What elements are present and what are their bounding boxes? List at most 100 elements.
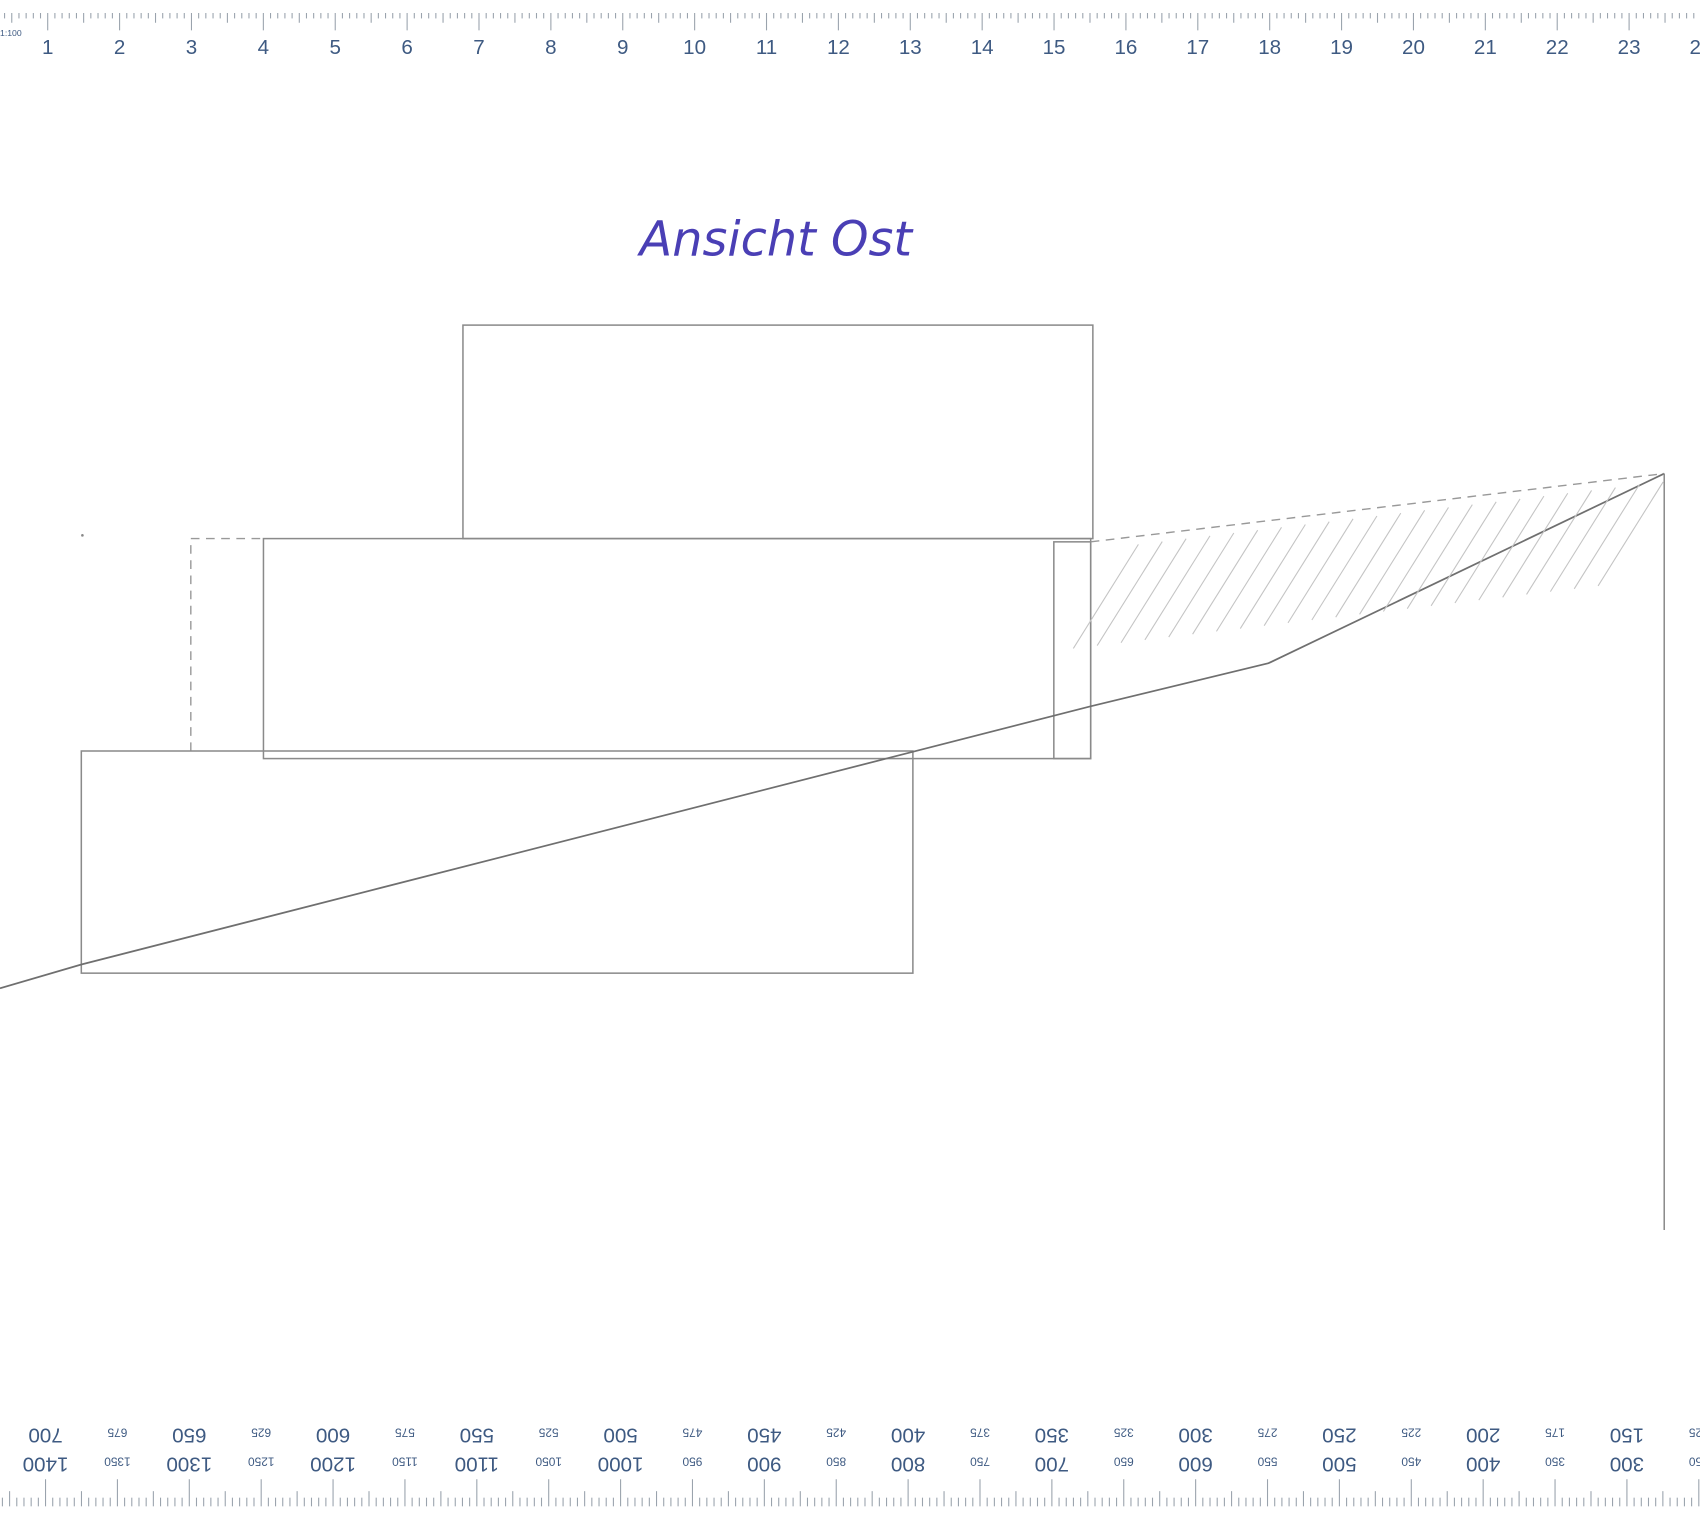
bottom-ruler-label-lower: 1100: [455, 1453, 499, 1476]
bottom-ruler-label-lower: 1350: [104, 1455, 131, 1469]
bottom-ruler-label-upper: 525: [538, 1425, 558, 1439]
top-ruler-label: 4: [258, 36, 269, 59]
bottom-ruler-label-upper: 325: [1113, 1425, 1133, 1439]
bottom-ruler-label-upper: 600: [316, 1423, 350, 1446]
bottom-ruler-label-upper: 450: [747, 1423, 781, 1446]
bottom-ruler-label-upper: 125: [1688, 1425, 1700, 1439]
bottom-ruler-label-upper: 375: [970, 1425, 990, 1439]
scale-label: 1:100: [0, 28, 22, 38]
hatch-stroke: [1311, 515, 1378, 621]
top-ruler-label: 3: [186, 36, 197, 59]
bottom-ruler-label-upper: 200: [1466, 1423, 1500, 1446]
bottom-ruler-label-lower: 500: [1322, 1453, 1356, 1476]
hatch-stroke: [1215, 527, 1282, 632]
bottom-ruler-label-lower: 650: [1113, 1455, 1133, 1469]
bottom-ruler-label-upper: 350: [1035, 1423, 1069, 1446]
elevation-drawing: [0, 324, 1665, 1230]
terrain-line: [0, 472, 1665, 990]
hatch-stroke: [1263, 521, 1330, 626]
top-ruler-label: 13: [899, 36, 922, 59]
bottom-ruler-label-upper: 625: [251, 1425, 271, 1439]
hatch-stroke: [1168, 532, 1235, 638]
bottom-ruler-label-lower: 900: [747, 1453, 781, 1476]
hatch-stroke: [1573, 484, 1640, 590]
top-ruler-label: 16: [1114, 36, 1137, 59]
bottom-ruler-label-lower: 950: [682, 1455, 702, 1469]
dashed-extension: [190, 537, 264, 751]
bottom-ruler-label-upper: 400: [891, 1423, 925, 1446]
hatch-stroke: [1430, 501, 1497, 607]
top-ruler-label: 6: [401, 36, 412, 59]
top-ruler-label: 7: [473, 36, 484, 59]
top-ruler-label: 2: [114, 36, 125, 59]
top-ruler-label: 1: [42, 36, 53, 59]
bottom-ruler-label-lower: 450: [1401, 1455, 1421, 1469]
top-ruler-label: 14: [971, 36, 994, 59]
bottom-ruler-label-lower: 400: [1466, 1453, 1500, 1476]
hatch-stroke: [1454, 498, 1521, 604]
top-ruler-label: 22: [1546, 36, 1569, 59]
bottom-ruler-label-upper: 250: [1322, 1423, 1356, 1446]
hatch-stroke: [1239, 524, 1306, 629]
bottom-ruler-label-upper: 700: [28, 1423, 62, 1446]
bottom-ruler-label-lower: 1150: [392, 1455, 418, 1469]
hatched-area: [1072, 481, 1664, 649]
upper-volume: [462, 324, 1094, 540]
top-ruler-label: 19: [1330, 36, 1353, 59]
hatch-stroke: [1072, 544, 1139, 649]
top-ruler-label: 10: [683, 36, 706, 59]
hatch-stroke: [1478, 495, 1545, 601]
hatch-stroke: [1549, 487, 1616, 592]
bottom-ruler-label-lower: 1050: [535, 1455, 562, 1469]
hatch-stroke: [1406, 504, 1473, 609]
hatch-stroke: [1335, 512, 1402, 618]
bottom-ruler-label-upper: 300: [1178, 1423, 1212, 1446]
bottom-ruler-label-lower: 800: [891, 1453, 925, 1476]
middle-volume: [262, 537, 1092, 760]
top-ruler-label: 24: [1690, 36, 1700, 59]
hatch-stroke: [1120, 538, 1187, 644]
top-ruler-label: 11: [756, 36, 777, 59]
hatch-stroke: [1526, 490, 1593, 595]
hatch-stroke: [1502, 492, 1569, 598]
bottom-ruler-label-upper: 675: [107, 1425, 127, 1439]
bottom-ruler-label-upper: 225: [1401, 1425, 1421, 1439]
top-ruler-label: 21: [1474, 36, 1497, 59]
middle-volume-edge: [1053, 541, 1092, 760]
top-ruler-label: 20: [1402, 36, 1425, 59]
bottom-ruler-label-upper: 550: [460, 1423, 494, 1446]
bottom-ruler-label-lower: 750: [970, 1455, 990, 1469]
bottom-ruler-label-upper: 150: [1610, 1423, 1644, 1446]
reference-dot: [81, 534, 84, 537]
hatch-stroke: [1096, 541, 1163, 646]
lower-volume: [80, 750, 914, 974]
bottom-ruler: 700 675 650 625 600 575 550 525 500 475 450 425 400 3…: [1, 1423, 1700, 1507]
bottom-ruler-label-upper: 425: [826, 1425, 846, 1439]
drawing-title: Ansicht Ost: [637, 213, 915, 268]
bottom-ruler-label-upper: 500: [603, 1423, 637, 1446]
top-ruler-label: 18: [1258, 36, 1281, 59]
bottom-ruler-label-lower: 850: [826, 1455, 846, 1469]
bottom-ruler-label-lower: 700: [1035, 1453, 1069, 1476]
top-ruler-label: 17: [1186, 36, 1209, 59]
top-ruler: 1:100 1 2 3 4 5 6 7 8 9 10 11 12 13 14 15 16 17 18 19 20 21 2…: [0, 13, 1700, 59]
bottom-ruler-label-lower: 350: [1545, 1455, 1565, 1469]
hatch-stroke: [1597, 481, 1664, 587]
hatch-stroke: [1144, 535, 1211, 641]
bottom-ruler-label-lower: 1000: [598, 1453, 644, 1476]
top-ruler-label: 23: [1618, 36, 1641, 59]
top-ruler-label: 8: [545, 36, 556, 59]
hatch-stroke: [1359, 510, 1426, 615]
top-ruler-label: 9: [617, 36, 628, 59]
bottom-ruler-label-upper: 275: [1257, 1425, 1277, 1439]
bottom-ruler-label-lower: 1200: [310, 1453, 356, 1476]
bottom-ruler-label-upper: 175: [1545, 1425, 1565, 1439]
top-ruler-label: 5: [330, 36, 341, 59]
bottom-ruler-label-lower: 600: [1178, 1453, 1212, 1476]
dashed-terrain-line: [1090, 472, 1665, 543]
top-ruler-label: 15: [1043, 36, 1066, 59]
hatch-stroke: [1382, 507, 1449, 612]
bottom-ruler-label-lower: 1250: [248, 1455, 275, 1469]
hatch-stroke: [1287, 518, 1354, 624]
